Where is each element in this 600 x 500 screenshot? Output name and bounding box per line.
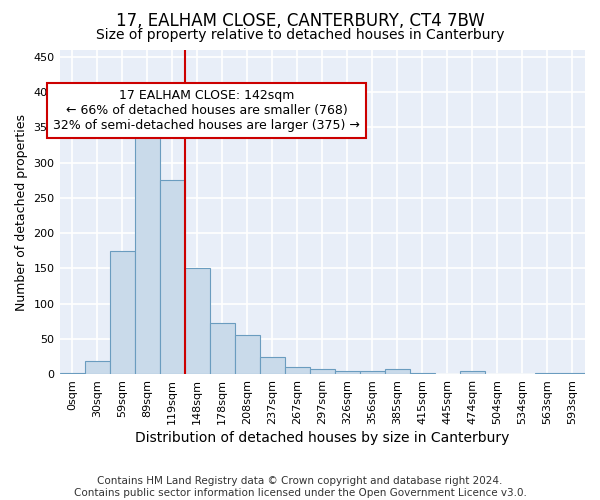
Text: Size of property relative to detached houses in Canterbury: Size of property relative to detached ho… — [96, 28, 504, 42]
Bar — [85, 362, 110, 374]
Y-axis label: Number of detached properties: Number of detached properties — [15, 114, 28, 310]
Bar — [310, 369, 335, 374]
Bar — [360, 370, 385, 374]
Text: Contains HM Land Registry data © Crown copyright and database right 2024.
Contai: Contains HM Land Registry data © Crown c… — [74, 476, 526, 498]
Bar — [160, 180, 185, 374]
Bar — [235, 336, 260, 374]
Bar — [335, 370, 360, 374]
X-axis label: Distribution of detached houses by size in Canterbury: Distribution of detached houses by size … — [135, 431, 509, 445]
Bar — [285, 367, 310, 374]
Bar — [134, 117, 160, 374]
Text: 17 EALHAM CLOSE: 142sqm
← 66% of detached houses are smaller (768)
32% of semi-d: 17 EALHAM CLOSE: 142sqm ← 66% of detache… — [53, 89, 360, 132]
Bar — [110, 251, 134, 374]
Bar — [560, 372, 585, 374]
Text: 17, EALHAM CLOSE, CANTERBURY, CT4 7BW: 17, EALHAM CLOSE, CANTERBURY, CT4 7BW — [116, 12, 484, 30]
Bar — [185, 268, 209, 374]
Bar — [260, 357, 285, 374]
Bar — [410, 372, 435, 374]
Bar — [209, 324, 235, 374]
Bar — [59, 372, 85, 374]
Bar — [385, 369, 410, 374]
Bar — [460, 372, 485, 374]
